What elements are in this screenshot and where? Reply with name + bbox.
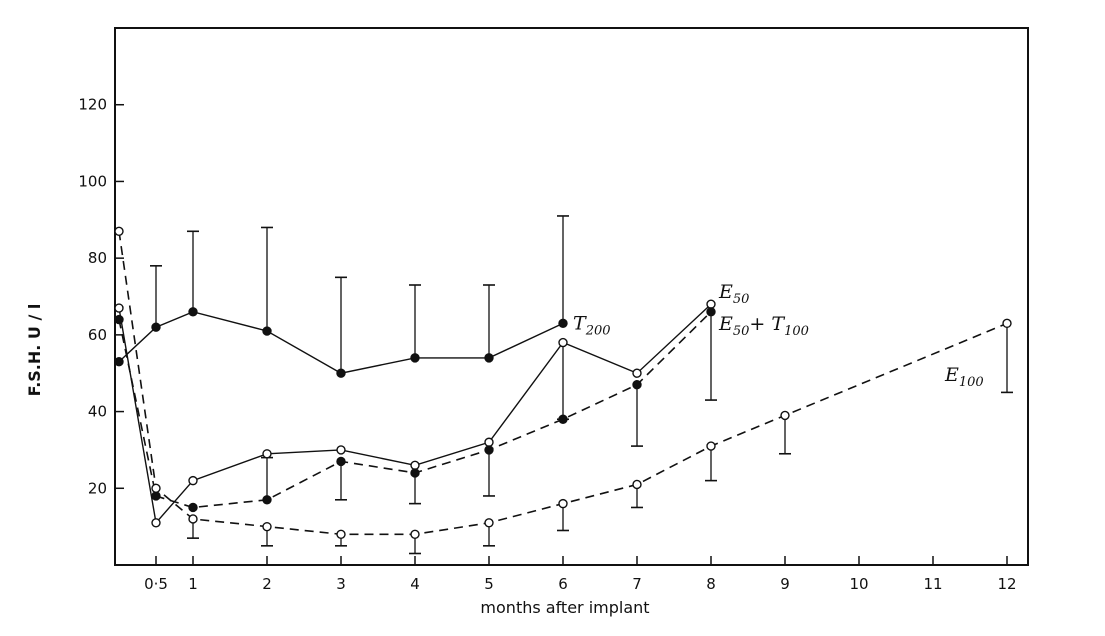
- data-point: [262, 326, 272, 336]
- y-tick-label: 100: [78, 172, 107, 190]
- data-point: [336, 456, 346, 467]
- data-point: [151, 483, 161, 493]
- x-tick-label: 8: [706, 575, 716, 593]
- series-lines: [118, 231, 1008, 536]
- x-tick-label: 0·5: [144, 575, 168, 593]
- data-point: [336, 368, 346, 378]
- data-point: [336, 529, 346, 540]
- data-point: [188, 475, 198, 486]
- data-point: [558, 318, 568, 329]
- y-axis-title: F.S.H. U / l: [25, 304, 44, 397]
- x-axis-title: months after implant: [480, 598, 649, 617]
- x-tick-label: 4: [410, 575, 420, 593]
- data-point: [484, 437, 494, 447]
- data-point: [151, 518, 161, 528]
- data-point: [114, 303, 124, 313]
- data-point: [632, 380, 642, 390]
- plot-frame: [114, 27, 1029, 566]
- data-point: [188, 502, 198, 513]
- data-point: [558, 498, 568, 509]
- y-tick-label: 80: [88, 249, 107, 267]
- x-tick-label: 3: [336, 575, 346, 593]
- series-points: [114, 226, 1012, 540]
- x-tick-label: 5: [484, 575, 494, 593]
- data-point: [188, 307, 198, 317]
- x-tick-label: 7: [632, 575, 642, 593]
- data-point: [706, 299, 716, 309]
- series-line-e50-t100: [118, 311, 712, 509]
- data-point: [410, 353, 420, 363]
- series-label-e50-t100: E50+ T100: [718, 313, 809, 339]
- x-tick-label: 9: [780, 575, 790, 593]
- series-line-t200: [118, 311, 564, 374]
- data-point: [114, 314, 124, 325]
- data-point: [632, 479, 642, 490]
- data-point: [410, 460, 420, 470]
- x-tick-label: 11: [923, 575, 942, 593]
- data-point: [336, 445, 346, 455]
- data-point: [1002, 318, 1012, 329]
- x-tick-label: 10: [849, 575, 868, 593]
- data-point: [262, 521, 272, 532]
- data-point: [484, 353, 494, 363]
- x-tick-label: 2: [262, 575, 272, 593]
- y-tick-label: 120: [78, 96, 107, 114]
- data-point: [780, 410, 790, 421]
- data-point: [114, 226, 124, 237]
- series-label-e50: E50: [718, 281, 749, 307]
- series-labels: T200 E50 E50+ T100 E100: [573, 281, 984, 390]
- data-point: [114, 357, 124, 367]
- x-axis-ticks: 0·5 1 2 3 4 5 6 7 8 9 10 11 12: [144, 556, 1017, 593]
- data-point: [558, 337, 568, 348]
- data-point: [632, 368, 642, 378]
- y-axis-ticks: 20 40 60 80 100 120: [78, 96, 124, 497]
- data-point: [706, 441, 716, 451]
- data-point: [484, 445, 494, 455]
- x-tick-label: 6: [558, 575, 568, 593]
- data-point: [188, 514, 198, 524]
- x-tick-label: 1: [188, 575, 198, 593]
- y-tick-label: 40: [88, 403, 107, 421]
- plot-border: [114, 27, 1029, 566]
- y-tick-label: 20: [88, 479, 107, 497]
- data-point: [262, 495, 272, 505]
- series-label-t200: T200: [573, 312, 611, 338]
- series-label-e100: E100: [944, 364, 984, 390]
- data-point: [151, 491, 161, 501]
- series-line-e100: [118, 231, 1008, 536]
- data-point: [558, 414, 568, 424]
- y-tick-label: 60: [88, 326, 107, 344]
- x-tick-label: 12: [997, 575, 1016, 593]
- data-point: [262, 449, 272, 459]
- data-point: [706, 307, 716, 317]
- data-point: [410, 468, 420, 478]
- data-point: [151, 322, 161, 332]
- data-point: [410, 529, 420, 540]
- data-point: [484, 518, 494, 528]
